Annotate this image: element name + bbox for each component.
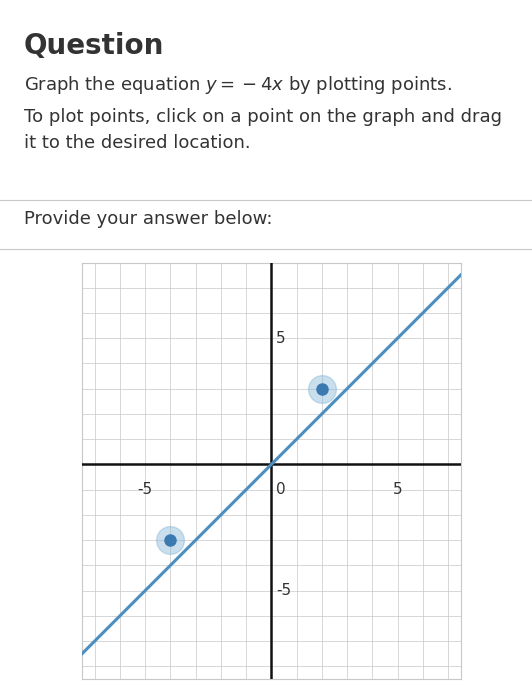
Text: Question: Question — [24, 32, 164, 60]
Text: -5: -5 — [138, 482, 153, 497]
Text: To plot points, click on a point on the graph and drag
it to the desired locatio: To plot points, click on a point on the … — [24, 108, 502, 151]
Text: 0: 0 — [276, 482, 286, 497]
Text: Provide your answer below:: Provide your answer below: — [24, 210, 272, 228]
Text: Graph the equation $y = -4x$ by plotting points.: Graph the equation $y = -4x$ by plotting… — [24, 74, 452, 95]
Text: 5: 5 — [393, 482, 402, 497]
Text: 5: 5 — [276, 330, 286, 346]
Text: -5: -5 — [276, 583, 291, 598]
